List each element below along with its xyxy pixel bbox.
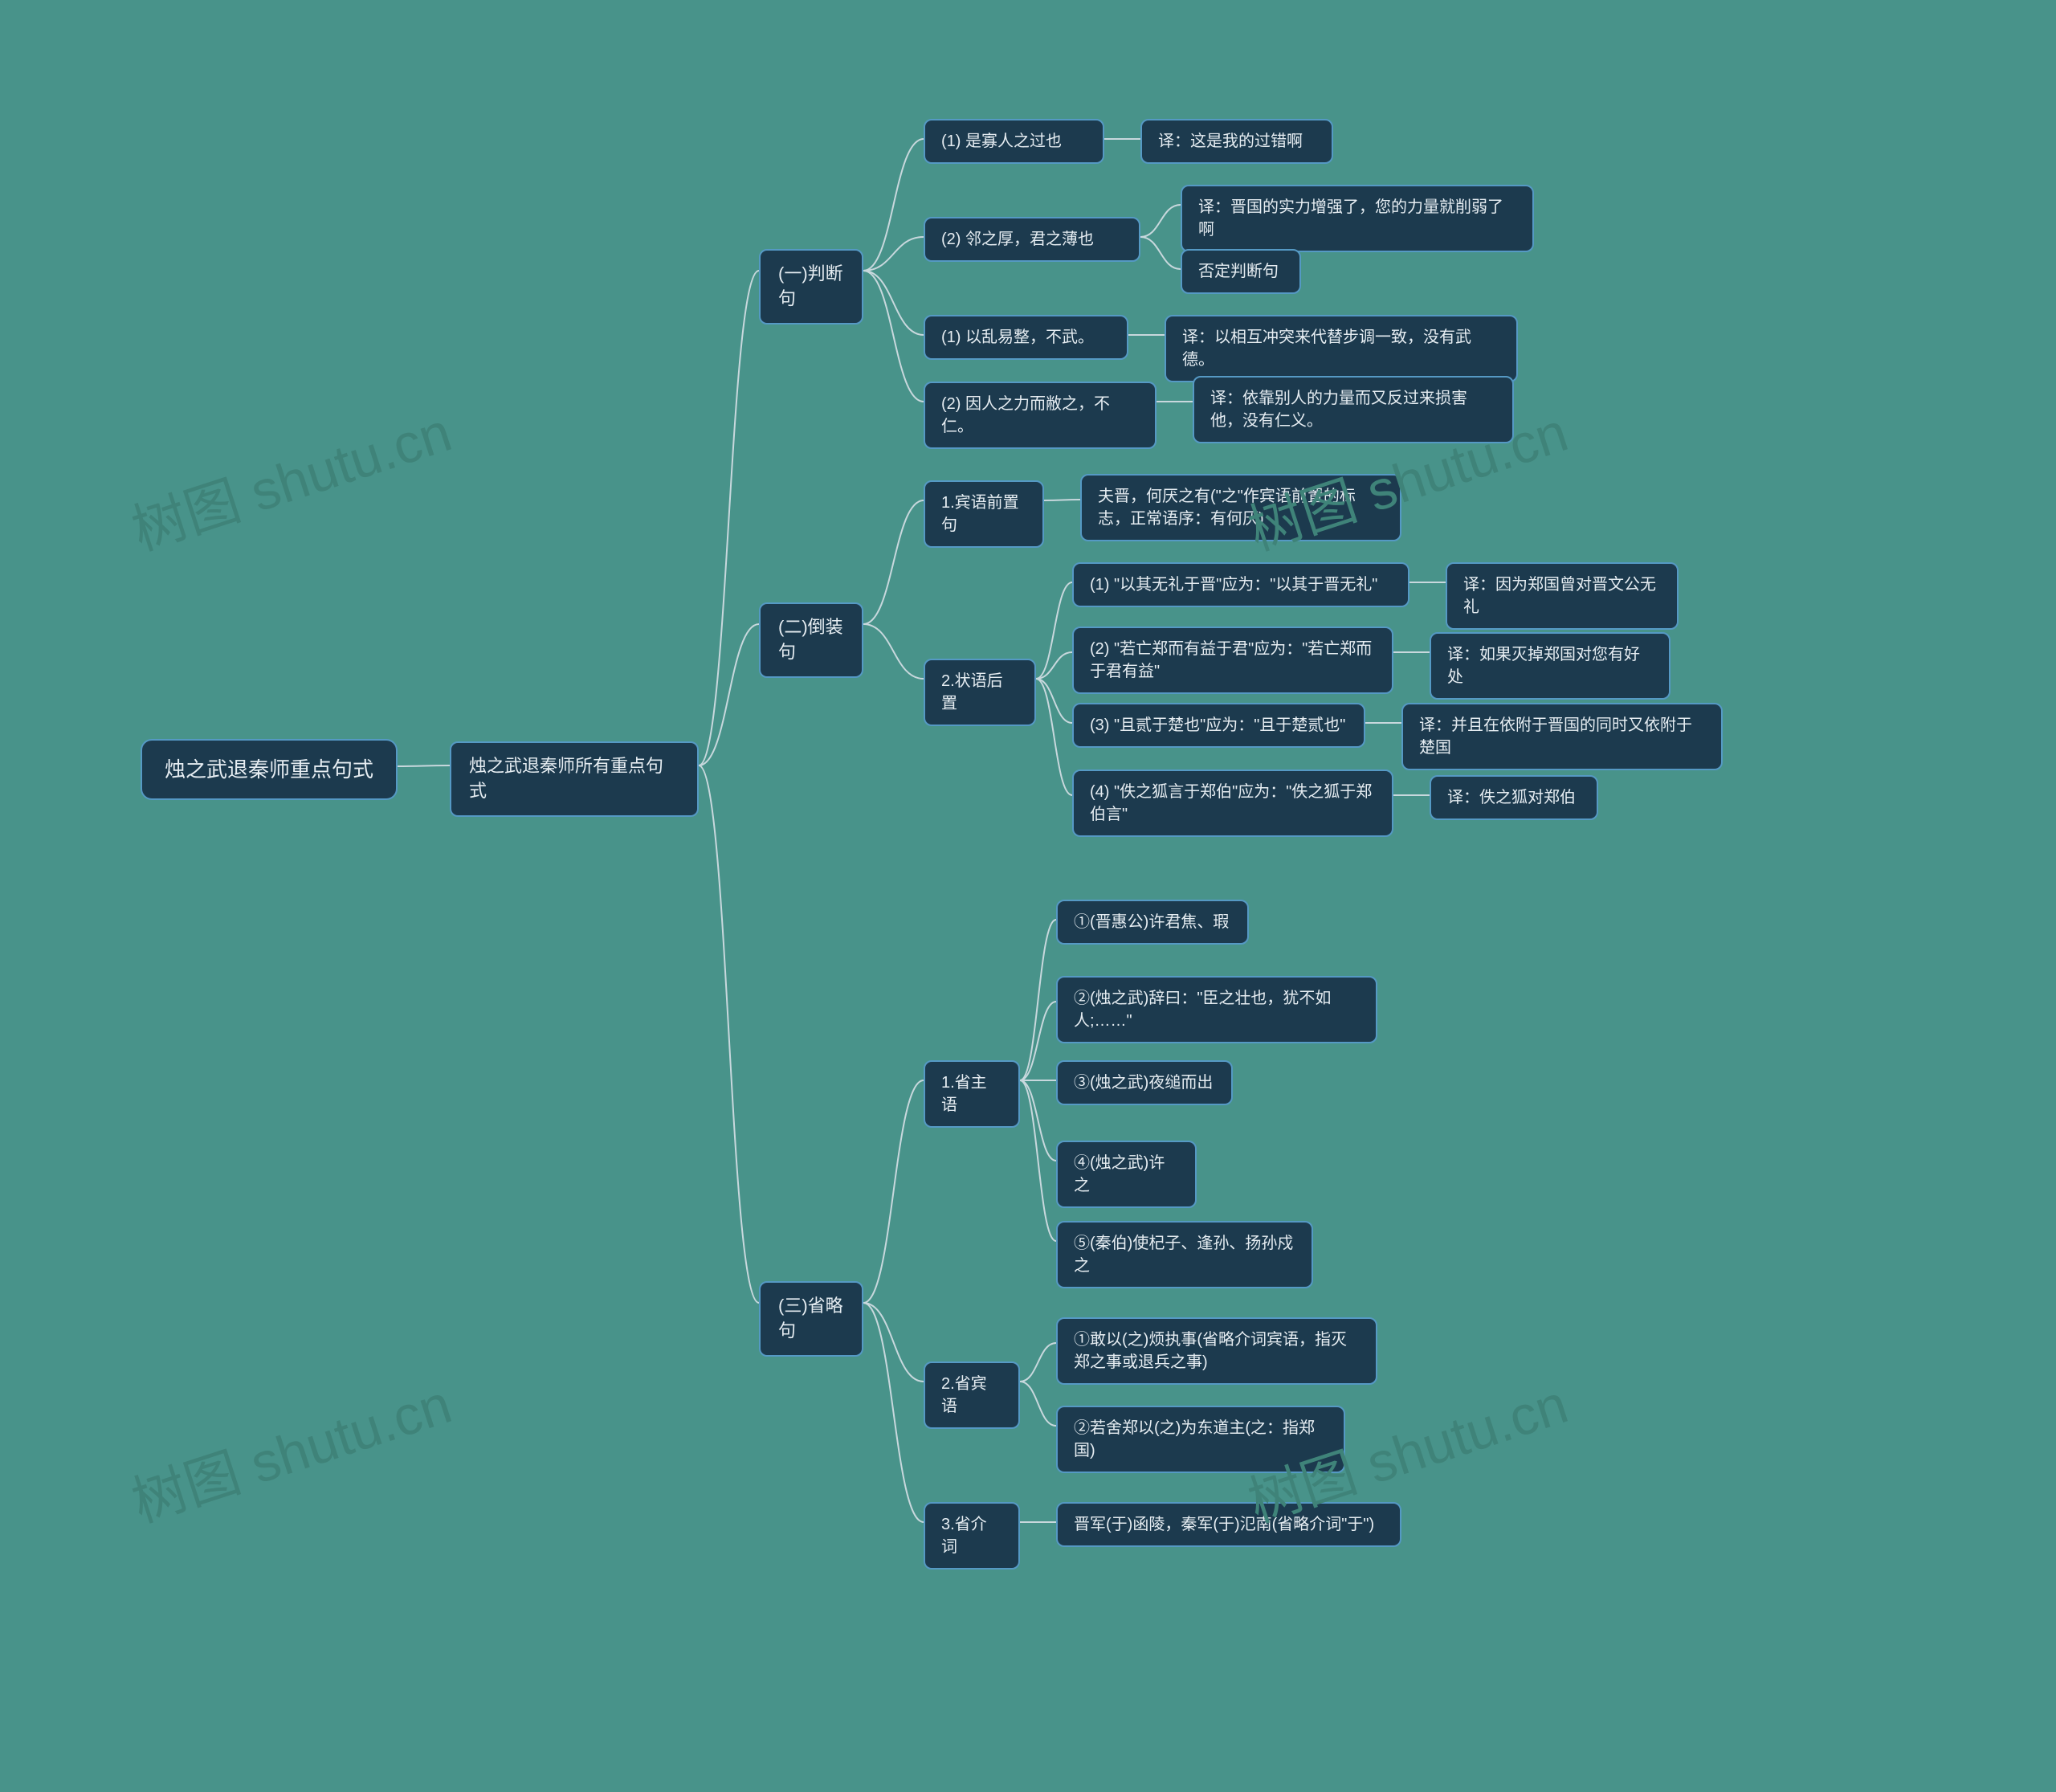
node-label: ②(烛之武)辞曰："臣之壮也，犹不如人;……"	[1074, 987, 1360, 1032]
mindmap-node-s2a_t[interactable]: 夫晋，何厌之有("之"作宾语前置的标志，正常语序：有何厌)	[1080, 474, 1401, 541]
mindmap-node-s2b4[interactable]: (4) "佚之狐言于郑伯"应为："佚之狐于郑伯言"	[1072, 769, 1393, 837]
mindmap-node-s2b[interactable]: 2.状语后置	[924, 659, 1036, 726]
mindmap-node-s1c[interactable]: (1) 以乱易整，不武。	[924, 315, 1128, 360]
mindmap-node-s1b_t1[interactable]: 译：晋国的实力增强了，您的力量就削弱了啊	[1181, 185, 1534, 252]
mindmap-node-s2[interactable]: (二)倒装句	[759, 602, 863, 678]
node-label: (4) "佚之狐言于郑伯"应为："佚之狐于郑伯言"	[1090, 781, 1376, 826]
mindmap-node-s2b2_t[interactable]: 译：如果灭掉郑国对您有好处	[1430, 632, 1670, 700]
mindmap-node-s3b[interactable]: 2.省宾语	[924, 1361, 1020, 1429]
node-label: 译：并且在依附于晋国的同时又依附于楚国	[1419, 714, 1705, 759]
node-label: ③(烛之武)夜缒而出	[1074, 1072, 1213, 1094]
mindmap-node-s3b1[interactable]: ①敢以(之)烦执事(省略介词宾语，指灭郑之事或退兵之事)	[1056, 1317, 1377, 1385]
mindmap-node-s1d[interactable]: (2) 因人之力而敝之，不仁。	[924, 382, 1156, 449]
mindmap-node-s1a[interactable]: (1) 是寡人之过也	[924, 119, 1104, 164]
mindmap-node-s1[interactable]: (一)判断句	[759, 249, 863, 325]
node-label: (2) 邻之厚，君之薄也	[941, 228, 1094, 251]
canvas-background	[0, 0, 2056, 1792]
node-label: (1) 以乱易整，不武。	[941, 326, 1094, 349]
node-label: 3.省介词	[941, 1513, 1002, 1558]
mindmap-node-s3a3[interactable]: ③(烛之武)夜缒而出	[1056, 1060, 1233, 1105]
mindmap-node-s3a4[interactable]: ④(烛之武)许之	[1056, 1141, 1197, 1208]
node-label: (1) "以其无礼于晋"应为："以其于晋无礼"	[1090, 574, 1377, 596]
mindmap-node-s2b3[interactable]: (3) "且贰于楚也"应为："且于楚贰也"	[1072, 703, 1365, 748]
mindmap-node-s2b2[interactable]: (2) "若亡郑而有益于君"应为："若亡郑而于君有益"	[1072, 627, 1393, 694]
mindmap-node-s3b2[interactable]: ②若舍郑以(之)为东道主(之：指郑国)	[1056, 1406, 1345, 1473]
mindmap-node-s3c1[interactable]: 晋军(于)函陵，秦军(于)氾南(省略介词"于")	[1056, 1502, 1401, 1547]
mindmap-node-s2b1[interactable]: (1) "以其无礼于晋"应为："以其于晋无礼"	[1072, 562, 1409, 607]
node-label: 烛之武退秦师所有重点句式	[469, 754, 679, 804]
node-label: 1.省主语	[941, 1072, 1002, 1116]
node-label: (3) "且贰于楚也"应为："且于楚贰也"	[1090, 714, 1345, 737]
node-label: ②若舍郑以(之)为东道主(之：指郑国)	[1074, 1417, 1328, 1462]
node-label: 2.状语后置	[941, 670, 1018, 715]
node-label: 译：晋国的实力增强了，您的力量就削弱了啊	[1198, 196, 1516, 241]
mindmap-node-s2b1_t[interactable]: 译：因为郑国曾对晋文公无礼	[1446, 562, 1679, 630]
node-label: (2) 因人之力而敝之，不仁。	[941, 393, 1139, 438]
node-label: 否定判断句	[1198, 260, 1279, 283]
mindmap-node-s1d_t[interactable]: 译：依靠别人的力量而又反过来损害他，没有仁义。	[1193, 376, 1514, 443]
node-label: 译：这是我的过错啊	[1158, 130, 1303, 153]
mindmap-node-s1b_t2[interactable]: 否定判断句	[1181, 249, 1301, 294]
mindmap-node-s1b[interactable]: (2) 邻之厚，君之薄也	[924, 217, 1140, 262]
node-label: 译：佚之狐对郑伯	[1447, 786, 1576, 809]
node-label: ④(烛之武)许之	[1074, 1152, 1179, 1197]
node-label: 夫晋，何厌之有("之"作宾语前置的标志，正常语序：有何厌)	[1098, 485, 1384, 530]
mindmap-node-s1c_t[interactable]: 译：以相互冲突来代替步调一致，没有武德。	[1165, 315, 1518, 382]
node-label: (2) "若亡郑而有益于君"应为："若亡郑而于君有益"	[1090, 638, 1376, 683]
node-label: ①(晋惠公)许君焦、瑕	[1074, 911, 1229, 933]
node-label: 1.宾语前置句	[941, 492, 1026, 537]
node-label: (三)省略句	[778, 1294, 844, 1344]
mindmap-node-s3c[interactable]: 3.省介词	[924, 1502, 1020, 1570]
mindmap-node-s3a2[interactable]: ②(烛之武)辞曰："臣之壮也，犹不如人;……"	[1056, 976, 1377, 1043]
node-label: 2.省宾语	[941, 1373, 1002, 1418]
mindmap-node-s3[interactable]: (三)省略句	[759, 1281, 863, 1357]
mindmap-node-s3a5[interactable]: ⑤(秦伯)使杞子、逢孙、扬孙戍之	[1056, 1221, 1313, 1288]
mindmap-node-root[interactable]: 烛之武退秦师重点句式	[141, 739, 398, 800]
mindmap-node-s3a[interactable]: 1.省主语	[924, 1060, 1020, 1128]
mindmap-node-l1[interactable]: 烛之武退秦师所有重点句式	[450, 741, 699, 817]
node-label: ⑤(秦伯)使杞子、逢孙、扬孙戍之	[1074, 1232, 1295, 1277]
node-label: 译：因为郑国曾对晋文公无礼	[1463, 574, 1661, 618]
node-label: 译：如果灭掉郑国对您有好处	[1447, 643, 1653, 688]
mindmap-node-s1a_t[interactable]: 译：这是我的过错啊	[1140, 119, 1333, 164]
node-label: 译：依靠别人的力量而又反过来损害他，没有仁义。	[1210, 387, 1496, 432]
node-label: ①敢以(之)烦执事(省略介词宾语，指灭郑之事或退兵之事)	[1074, 1329, 1360, 1374]
node-label: (一)判断句	[778, 262, 844, 312]
node-label: (二)倒装句	[778, 615, 844, 665]
mindmap-node-s2a[interactable]: 1.宾语前置句	[924, 480, 1044, 548]
mindmap-node-s2b4_t[interactable]: 译：佚之狐对郑伯	[1430, 775, 1598, 820]
mindmap-node-s2b3_t[interactable]: 译：并且在依附于晋国的同时又依附于楚国	[1401, 703, 1723, 770]
mindmap-node-s3a1[interactable]: ①(晋惠公)许君焦、瑕	[1056, 900, 1249, 945]
node-label: 烛之武退秦师重点句式	[165, 755, 373, 784]
node-label: 译：以相互冲突来代替步调一致，没有武德。	[1182, 326, 1500, 371]
node-label: 晋军(于)函陵，秦军(于)氾南(省略介词"于")	[1074, 1513, 1374, 1536]
node-label: (1) 是寡人之过也	[941, 130, 1062, 153]
